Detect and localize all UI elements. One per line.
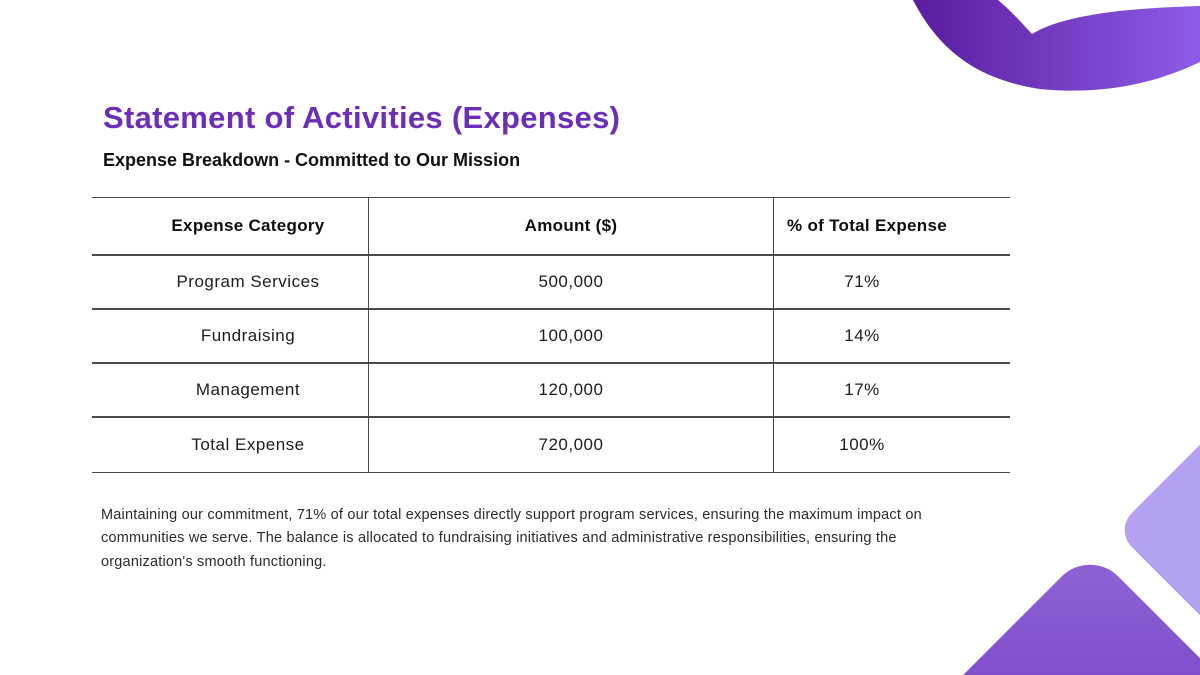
table-header-percent: % of Total Expense <box>773 198 1010 256</box>
table-cell-category: Management <box>92 364 368 418</box>
table-cell-percent: 71% <box>773 256 1010 310</box>
table-cell-category: Program Services <box>92 256 368 310</box>
table-cell-percent: 17% <box>773 364 1010 418</box>
table-cell-amount: 500,000 <box>368 256 773 310</box>
corner-swoosh-icon <box>913 0 1200 91</box>
table-header-amount: Amount ($) <box>368 198 773 256</box>
table-cell-amount: 100,000 <box>368 310 773 364</box>
expense-table: Expense Category Amount ($) % of Total E… <box>92 197 1010 473</box>
table-cell-percent: 14% <box>773 310 1010 364</box>
page-subtitle: Expense Breakdown - Committed to Our Mis… <box>103 150 521 170</box>
table-cell-category: Fundraising <box>92 310 368 364</box>
table-header-expense-category: Expense Category <box>92 198 368 256</box>
table-cell-category: Total Expense <box>191 435 305 454</box>
table-cell-amount: 720,000 <box>368 418 773 472</box>
table-cell-percent: 100% <box>773 418 1010 472</box>
page-title: Statement of Activities (Expenses) <box>103 100 621 135</box>
table-cell-amount: 120,000 <box>368 364 773 418</box>
note-text: Maintaining our commitment, 71% of our t… <box>101 507 922 570</box>
